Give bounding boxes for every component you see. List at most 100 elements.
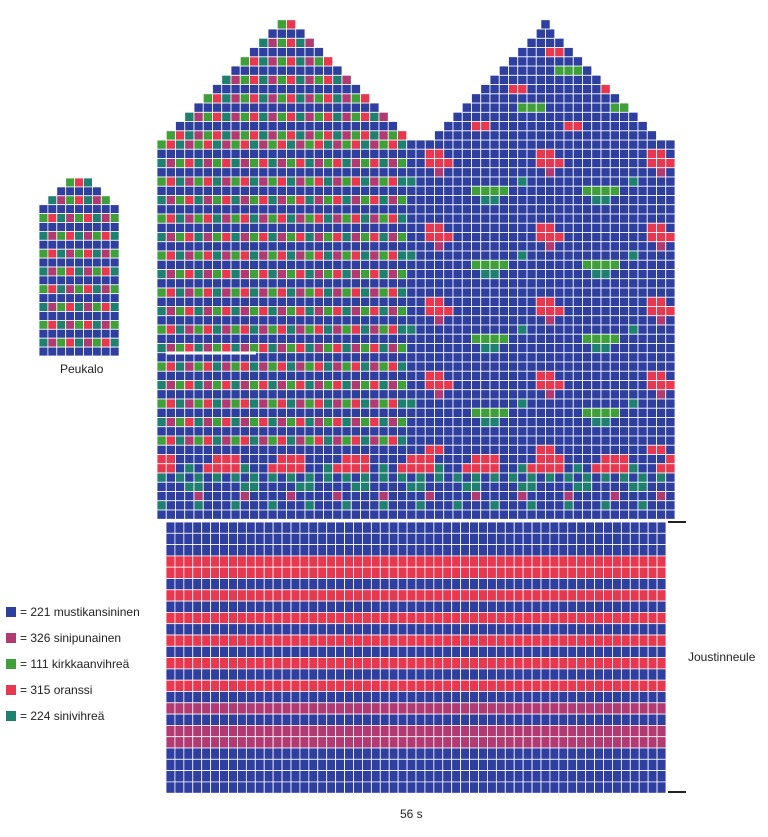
body-cell — [406, 324, 417, 335]
tip-cell — [498, 121, 509, 132]
body-cell — [230, 463, 241, 474]
body-cell — [619, 269, 630, 280]
body-cell — [452, 287, 463, 298]
body-cell — [286, 500, 297, 511]
body-cell — [387, 241, 398, 252]
body-cell — [526, 259, 537, 270]
body-cell — [637, 509, 648, 520]
body-cell — [239, 158, 250, 169]
thumb-cell — [83, 266, 93, 277]
body-cell — [258, 370, 269, 381]
body-cell — [554, 324, 565, 335]
ribbing-cell — [165, 668, 176, 681]
body-cell — [304, 361, 315, 372]
ribbing-cell — [656, 521, 667, 534]
ribbing-cell — [397, 634, 408, 647]
ribbing-cell — [272, 566, 283, 579]
body-cell — [165, 241, 176, 252]
body-cell — [646, 185, 657, 196]
body-cell — [397, 463, 408, 474]
ribbing-cell — [263, 691, 274, 704]
thumb-cell — [83, 319, 93, 330]
body-cell — [619, 259, 630, 270]
ribbing-cell — [397, 600, 408, 613]
ribbing-cell — [174, 668, 185, 681]
body-cell — [471, 444, 482, 455]
thumb-cell — [92, 266, 102, 277]
body-cell — [508, 250, 519, 261]
body-cell — [471, 491, 482, 502]
thumb-cell — [92, 248, 102, 259]
ribbing-cell — [183, 747, 194, 760]
ribbing-cell — [299, 521, 310, 534]
swatch-326 — [6, 633, 16, 643]
body-cell — [572, 333, 583, 344]
body-cell — [508, 435, 519, 446]
body-cell — [267, 158, 278, 169]
tip-cell — [554, 111, 565, 122]
ribbing-cell — [388, 770, 399, 783]
body-cell — [258, 481, 269, 492]
body-cell — [249, 222, 260, 233]
body-cell — [360, 454, 371, 465]
body-cell — [286, 361, 297, 372]
body-cell — [258, 361, 269, 372]
thumb-cell — [56, 319, 67, 330]
body-cell — [572, 491, 583, 502]
ribbing-cell — [424, 770, 435, 783]
body-cell — [646, 343, 657, 354]
body-cell — [646, 370, 657, 381]
ribbing-cell — [174, 578, 185, 591]
thumb-cell — [100, 293, 111, 304]
body-cell — [397, 417, 408, 428]
body-cell — [156, 222, 167, 233]
body-cell — [443, 370, 454, 381]
body-cell — [295, 398, 306, 409]
tip-cell — [313, 130, 324, 141]
body-cell — [443, 204, 454, 215]
body-cell — [276, 380, 287, 391]
ribbing-cell — [281, 555, 292, 568]
body-cell — [387, 370, 398, 381]
body-cell — [323, 259, 334, 270]
body-cell — [480, 352, 491, 363]
body-cell — [545, 481, 556, 492]
ribbing-cell — [219, 612, 229, 625]
body-cell — [341, 306, 352, 317]
body-cell — [286, 232, 297, 243]
body-cell — [498, 463, 509, 474]
ribbing-cell — [192, 758, 203, 771]
body-cell — [554, 481, 565, 492]
body-cell — [239, 444, 250, 455]
ribbing-cell — [469, 668, 479, 681]
body-cell — [489, 195, 500, 206]
body-cell — [415, 333, 426, 344]
tip-cell — [202, 111, 213, 122]
ribbing-cell — [379, 555, 390, 568]
ribbing-cell — [629, 657, 640, 670]
ribbing-cell — [620, 758, 631, 771]
thumb-cell — [74, 204, 84, 214]
body-cell — [545, 306, 556, 317]
body-cell — [535, 352, 546, 363]
body-cell — [480, 398, 491, 409]
body-cell — [582, 463, 593, 474]
body-cell — [286, 296, 297, 307]
ribbing-cell — [433, 691, 444, 704]
body-cell — [276, 352, 287, 363]
tip-cell — [258, 74, 269, 85]
ribbing-cell — [656, 679, 667, 692]
tip-cell — [387, 121, 398, 132]
thumb-cell — [92, 319, 102, 330]
body-cell — [165, 380, 176, 391]
body-cell — [471, 500, 482, 511]
body-cell — [193, 232, 204, 243]
body-cell — [230, 324, 241, 335]
ribbing-cell — [656, 668, 667, 681]
body-cell — [193, 426, 204, 437]
ribbing-cell — [620, 657, 631, 670]
body-cell — [239, 361, 250, 372]
body-cell — [526, 500, 537, 511]
thumb-cell — [109, 284, 120, 295]
ribbing-cell — [228, 736, 238, 749]
